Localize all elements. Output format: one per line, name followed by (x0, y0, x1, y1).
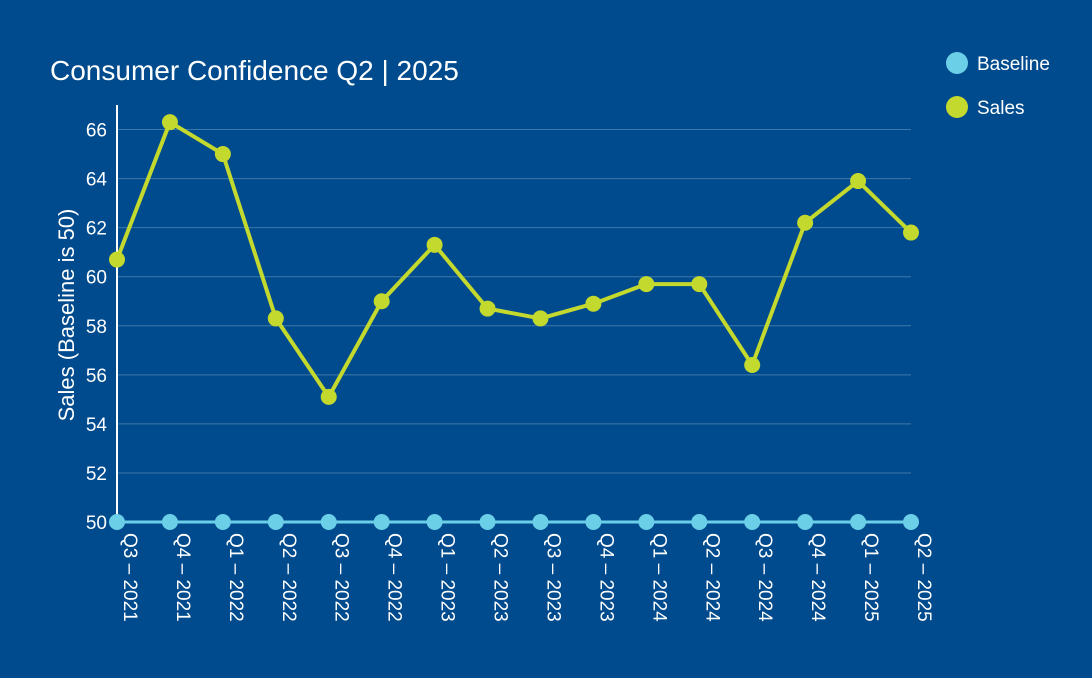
data-point-sales[interactable] (850, 173, 867, 190)
data-point-baseline[interactable] (797, 514, 814, 530)
data-point-baseline[interactable] (267, 514, 284, 530)
series-baseline (109, 514, 919, 530)
data-point-sales[interactable] (426, 236, 443, 253)
data-point-sales[interactable] (691, 276, 708, 293)
series-layer (109, 114, 919, 530)
x-tick-label: Q1 – 2024 (648, 533, 669, 622)
data-point-baseline[interactable] (214, 514, 231, 530)
data-point-baseline[interactable] (744, 514, 761, 530)
data-point-baseline[interactable] (426, 514, 443, 530)
data-point-sales[interactable] (320, 388, 337, 405)
data-point-baseline[interactable] (373, 514, 390, 530)
legend-marker (946, 96, 968, 118)
data-point-sales[interactable] (903, 224, 919, 241)
data-point-sales[interactable] (532, 310, 549, 327)
x-tick-label: Q2 – 2023 (490, 533, 511, 622)
chart-title: Consumer Confidence Q2 | 2025 (50, 55, 459, 86)
y-tick-label: 50 (86, 513, 107, 534)
data-point-sales[interactable] (161, 114, 178, 131)
data-point-baseline[interactable] (532, 514, 549, 530)
x-tick-label: Q3 – 2022 (331, 533, 352, 622)
data-point-sales[interactable] (373, 293, 390, 310)
data-point-baseline[interactable] (479, 514, 496, 530)
y-tick-label: 54 (86, 415, 108, 436)
data-point-sales[interactable] (214, 146, 231, 163)
series-line-sales (115, 120, 913, 399)
y-tick-label: 58 (86, 317, 107, 338)
x-tick-labels: Q3 – 2021 Q4 – 2021 Q1 – 2022 Q2 – 2022 Q3 –… (119, 533, 934, 622)
data-point-sales[interactable] (638, 276, 655, 293)
y-tick-label: 66 (86, 121, 107, 142)
x-tick-label: Q4 – 2021 (172, 533, 193, 622)
y-tick-label: 52 (86, 464, 107, 485)
y-tick-label: 60 (86, 268, 107, 289)
x-tick-label: Q4 – 2022 (384, 533, 405, 622)
data-point-baseline[interactable] (850, 514, 867, 530)
data-point-sales[interactable] (479, 300, 496, 317)
x-tick-label: Q3 – 2021 (119, 533, 140, 622)
data-point-sales[interactable] (585, 295, 602, 312)
data-point-sales[interactable] (797, 214, 814, 231)
x-tick-label: Q3 – 2023 (542, 533, 563, 622)
x-tick-label: Q1 – 2023 (437, 533, 458, 622)
data-point-baseline[interactable] (320, 514, 337, 530)
data-point-baseline[interactable] (109, 514, 125, 530)
series-sales (109, 114, 919, 405)
legend-marker (946, 52, 968, 74)
x-tick-label: Q2 – 2024 (701, 533, 722, 622)
legend-label: Baseline (977, 54, 1050, 75)
y-tick-label: 56 (86, 366, 107, 387)
x-tick-label: Q4 – 2024 (807, 533, 828, 622)
legend-item-sales[interactable]: Sales (946, 96, 1025, 119)
data-point-baseline[interactable] (585, 514, 602, 530)
gridlines (117, 129, 911, 523)
data-point-baseline[interactable] (638, 514, 655, 530)
y-axis-label: Sales (Baseline is 50) (54, 209, 79, 422)
data-point-baseline[interactable] (691, 514, 708, 530)
data-point-sales[interactable] (109, 251, 125, 268)
legend[interactable]: Baseline Sales (946, 52, 1050, 119)
data-point-sales[interactable] (744, 357, 761, 374)
data-point-baseline[interactable] (903, 514, 919, 530)
y-tick-label: 64 (86, 170, 108, 191)
y-tick-label: 62 (86, 219, 107, 240)
x-tick-label: Q3 – 2024 (754, 533, 775, 622)
x-tick-label: Q1 – 2025 (860, 533, 881, 622)
x-tick-label: Q4 – 2023 (595, 533, 616, 622)
x-tick-label: Q2 – 2022 (278, 533, 299, 622)
legend-item-baseline[interactable]: Baseline (946, 52, 1050, 75)
x-tick-label: Q2 – 2025 (913, 533, 934, 622)
y-tick-labels: 50 52 54 56 58 60 62 64 66 (86, 121, 108, 534)
data-point-baseline[interactable] (161, 514, 178, 530)
legend-label: Sales (977, 98, 1025, 119)
data-point-sales[interactable] (267, 310, 284, 327)
x-tick-label: Q1 – 2022 (225, 533, 246, 622)
